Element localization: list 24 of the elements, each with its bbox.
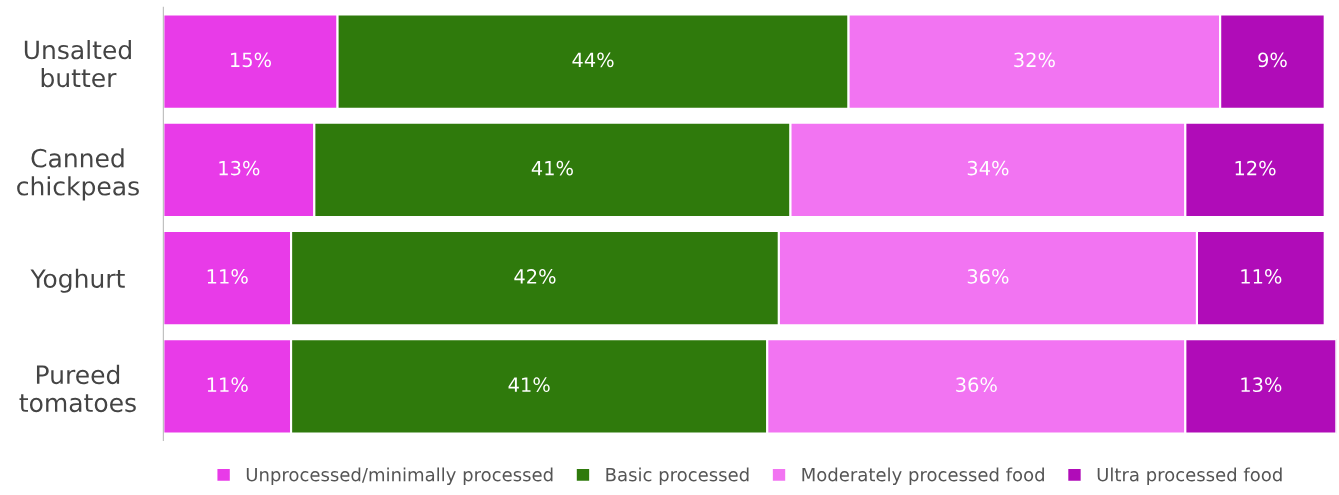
y-tick-label: Pureed tomatoes bbox=[19, 364, 136, 413]
legend-label: Unprocessed/minimally processed bbox=[246, 467, 553, 485]
data-label: 12% bbox=[1235, 160, 1276, 176]
legend-label: Moderately processed food bbox=[802, 467, 1044, 485]
data-label: 42% bbox=[514, 269, 556, 284]
data-label: 32% bbox=[1014, 52, 1055, 68]
data-label: 11% bbox=[207, 269, 248, 284]
data-label: 36% bbox=[956, 377, 997, 393]
data-label: 36% bbox=[967, 269, 1009, 284]
legend-label: Basic processed bbox=[606, 467, 749, 485]
y-tick-label: Unsalted butter bbox=[24, 39, 131, 88]
data-label: 34% bbox=[967, 160, 1009, 176]
data-label: 11% bbox=[207, 377, 248, 393]
data-label: 13% bbox=[1241, 377, 1282, 393]
data-label: 41% bbox=[508, 377, 550, 393]
data-label: 13% bbox=[219, 160, 260, 176]
y-tick-label: Canned chickpeas bbox=[17, 148, 139, 201]
legend-label: Ultra processed food bbox=[1097, 467, 1282, 485]
data-label: 44% bbox=[572, 52, 614, 68]
y-tick-label: Yoghurt bbox=[30, 268, 125, 293]
data-label: 11% bbox=[1241, 269, 1282, 284]
data-label: 9% bbox=[1258, 52, 1287, 68]
data-label: 15% bbox=[230, 52, 271, 68]
data-label: 41% bbox=[531, 160, 573, 176]
